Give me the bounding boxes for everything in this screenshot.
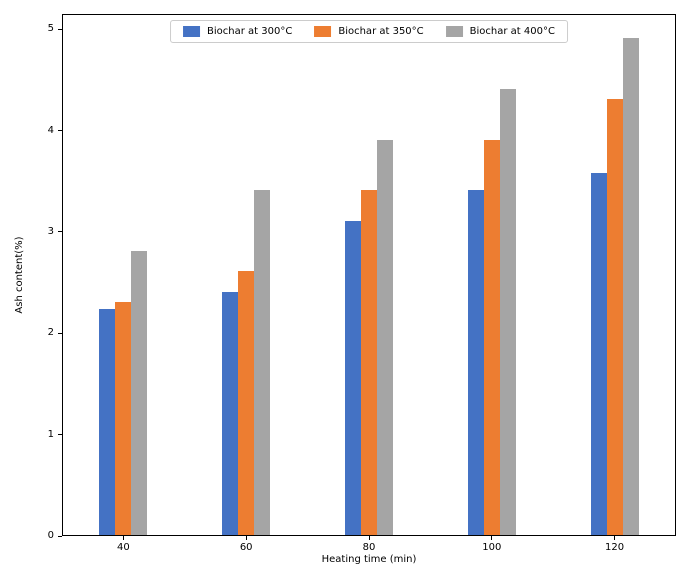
y-tick-mark: [58, 434, 62, 436]
bar: [622, 38, 639, 535]
x-tick-mark: [245, 536, 247, 540]
plot-area: [62, 14, 676, 536]
legend-label: Biochar at 350°C: [338, 26, 424, 37]
x-tick-label: 80: [362, 542, 376, 553]
x-tick-mark: [614, 536, 616, 540]
x-tick-label: 120: [605, 542, 625, 553]
y-axis-label: Ash content(%): [14, 236, 25, 314]
x-axis-label: Heating time (min): [321, 554, 417, 565]
bar: [361, 190, 377, 535]
bar: [345, 220, 361, 535]
x-tick-label: 40: [117, 542, 130, 553]
bar: [131, 251, 148, 535]
legend-swatch: [445, 26, 463, 37]
bar: [590, 173, 607, 535]
legend-label: Biochar at 400°C: [469, 26, 555, 37]
legend-item: Biochar at 350°C: [314, 26, 424, 37]
y-tick-label: 2: [47, 327, 54, 339]
legend: Biochar at 300°C Biochar at 350°C Biochar …: [170, 20, 568, 43]
x-tick-mark: [491, 536, 493, 540]
bar: [254, 190, 271, 535]
bar: [499, 89, 516, 535]
bar: [483, 139, 500, 535]
bar: [377, 139, 393, 535]
y-tick-mark: [58, 231, 62, 233]
bar: [606, 99, 623, 535]
x-tick-mark: [368, 536, 370, 540]
legend-label: Biochar at 300°C: [207, 26, 293, 37]
bar: [467, 190, 484, 535]
legend-swatch: [183, 26, 201, 37]
y-tick-label: 3: [47, 225, 54, 237]
y-tick-label: 0: [47, 530, 54, 541]
bar: [222, 291, 239, 535]
y-tick-mark: [58, 28, 62, 30]
bar: [99, 308, 116, 535]
x-tick-label: 60: [239, 542, 253, 553]
y-tick-mark: [58, 332, 62, 334]
x-tick-label: 100: [482, 542, 502, 553]
x-tick-mark: [122, 536, 124, 540]
y-tick-label: 1: [47, 428, 54, 440]
y-tick-label: 5: [47, 23, 54, 35]
y-tick-mark: [58, 535, 62, 537]
legend-item: Biochar at 300°C: [183, 26, 292, 37]
y-tick-label: 4: [47, 124, 54, 136]
y-tick-mark: [58, 130, 62, 132]
legend-swatch: [314, 26, 332, 37]
legend-item: Biochar at 400°C: [445, 26, 555, 37]
bar: [238, 271, 255, 535]
bar: [115, 301, 132, 535]
